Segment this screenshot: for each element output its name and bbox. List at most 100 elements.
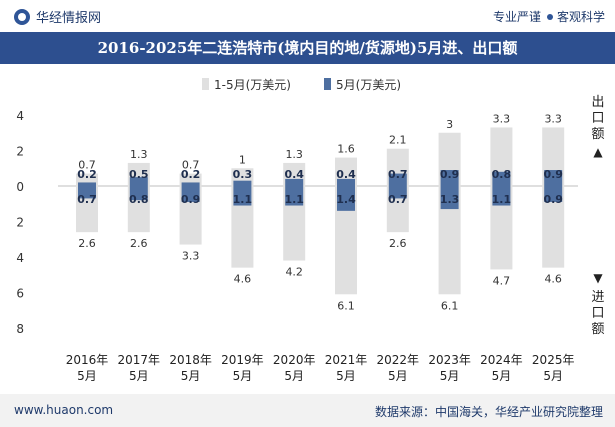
slogan: 专业严谨 客观科学	[493, 8, 605, 25]
legend-label-cumulative: 1-5月(万美元)	[214, 78, 291, 92]
bar-monthly	[388, 173, 407, 199]
label-cumulative-import: 4.6	[234, 273, 252, 286]
label-cumulative-import: 4.6	[544, 273, 562, 286]
title-bar: 2016-2025年二连浩特市(境内目的地/货源地)5月进、出口额	[0, 32, 615, 64]
label-cumulative-export: 3	[446, 118, 453, 131]
chart-title: 2016-2025年二连浩特市(境内目的地/货源地)5月进、出口额	[97, 39, 518, 57]
bar-cumulative	[438, 132, 461, 295]
label-monthly-export: 0.4	[284, 168, 304, 181]
legend-swatch-monthly	[324, 78, 331, 90]
x-tick-label-year: 2022年	[377, 353, 420, 367]
x-tick-label-month: 5月	[129, 369, 149, 383]
bars	[76, 127, 565, 295]
label-cumulative-import: 2.6	[78, 237, 96, 250]
up-arrow-icon: ▲	[593, 145, 603, 159]
label-monthly-import: 0.8	[129, 193, 149, 206]
slogan-dot-icon	[546, 14, 553, 20]
data-labels: 0.72.60.20.71.32.60.50.80.73.30.20.914.6…	[77, 112, 563, 312]
label-monthly-export: 0.5	[129, 168, 149, 181]
label-cumulative-export: 3.3	[493, 112, 511, 125]
label-cumulative-import: 2.6	[389, 237, 407, 250]
x-tick-label-year: 2017年	[118, 353, 161, 367]
x-tick-label-year: 2019年	[221, 353, 264, 367]
top-bar: 华经情报网 专业严谨 客观科学	[0, 0, 615, 30]
label-monthly-export: 0.9	[543, 168, 563, 181]
y-tick-label: 8	[16, 322, 24, 336]
footer-site: www.huaon.com	[14, 403, 114, 417]
brand: 华经情报网	[14, 7, 101, 26]
y-tick-label: 0	[16, 180, 24, 194]
x-tick-label-month: 5月	[543, 369, 563, 383]
bar-monthly	[181, 182, 200, 202]
y-tick-label: 2	[16, 145, 24, 159]
y-tick-label: 6	[16, 287, 24, 301]
bar-monthly	[78, 182, 96, 199]
label-cumulative-export: 1.3	[285, 148, 303, 161]
bar-monthly	[440, 170, 459, 210]
label-monthly-import: 1.1	[284, 193, 304, 206]
label-cumulative-export: 3.3	[544, 112, 562, 125]
label-cumulative-export: 0.7	[78, 159, 96, 172]
label-cumulative-import: 4.2	[285, 266, 303, 279]
label-monthly-import: 0.9	[543, 193, 563, 206]
x-tick-label-month: 5月	[388, 369, 408, 383]
label-monthly-export: 0.7	[388, 168, 408, 181]
x-tick-label-year: 2025年	[532, 353, 575, 367]
legend-swatch-cumulative	[202, 78, 209, 90]
label-monthly-export: 0.3	[233, 168, 253, 181]
x-tick-label-year: 2018年	[169, 353, 212, 367]
bar-monthly	[129, 177, 148, 201]
legend: 1-5月(万美元) 5月(万美元)	[202, 78, 401, 92]
y-tick-label: 4	[16, 251, 24, 265]
label-cumulative-import: 6.1	[441, 299, 459, 312]
x-tick-label-month: 5月	[440, 369, 460, 383]
x-tick-label-month: 5月	[233, 369, 253, 383]
label-monthly-export: 0.2	[181, 168, 201, 181]
x-axis: 2016年 5月 2017年 5月 2018年 5月 2019年 5月 2020年 5月 2021年…	[66, 353, 575, 383]
label-monthly-import: 0.7	[388, 193, 408, 206]
label-monthly-import: 1.3	[440, 193, 460, 206]
label-monthly-import: 0.7	[77, 193, 97, 206]
x-tick-label-month: 5月	[181, 369, 201, 383]
x-tick-label-year: 2024年	[480, 353, 523, 367]
label-monthly-export: 0.9	[440, 168, 460, 181]
slogan-right: 客观科学	[556, 10, 605, 24]
label-monthly-import: 0.9	[181, 193, 201, 206]
side-label-import-char: 额	[591, 322, 604, 337]
side-label-export-char: 口	[591, 111, 604, 126]
footer: www.huaon.com 数据来源：中国海关，华经产业研究院整理	[0, 394, 615, 427]
bar-monthly	[492, 171, 511, 206]
label-cumulative-export: 1.6	[337, 143, 355, 156]
label-cumulative-import: 3.3	[182, 250, 200, 263]
down-arrow-icon: ▼	[593, 271, 603, 285]
brand-logo-icon	[14, 8, 30, 25]
label-cumulative-export: 1.3	[130, 148, 148, 161]
side-label-export-char: 额	[591, 127, 604, 142]
x-tick-label-year: 2016年	[66, 353, 109, 367]
y-axis: 4 2 0 2 4 6 8	[16, 109, 24, 336]
y-tick-label: 4	[16, 109, 24, 123]
x-tick-label-month: 5月	[336, 369, 356, 383]
label-cumulative-export: 1	[239, 153, 246, 166]
footer-source: 数据来源：中国海关，华经产业研究院整理	[374, 405, 603, 419]
label-monthly-export: 0.4	[336, 168, 356, 181]
slogan-left: 专业严谨	[492, 10, 541, 24]
label-monthly-export: 0.2	[77, 168, 97, 181]
x-tick-label-year: 2021年	[325, 353, 368, 367]
label-monthly-import: 1.1	[233, 193, 253, 206]
x-tick-label-month: 5月	[492, 369, 512, 383]
x-tick-label-year: 2020年	[273, 353, 316, 367]
label-monthly-export: 0.8	[492, 168, 512, 181]
brand-name: 华经情报网	[36, 11, 102, 26]
x-tick-label-month: 5月	[284, 369, 304, 383]
bar-monthly	[285, 178, 304, 206]
y-tick-label: 2	[16, 216, 24, 230]
x-tick-label-year: 2023年	[428, 353, 471, 367]
side-label-export-char: 出	[591, 95, 604, 110]
label-monthly-import: 1.4	[336, 193, 356, 206]
legend-label-monthly: 5月(万美元)	[336, 78, 401, 92]
bar-monthly	[233, 180, 252, 206]
label-cumulative-import: 2.6	[130, 237, 148, 250]
side-label-import-char: 进	[591, 290, 604, 305]
bar-monthly	[337, 178, 355, 211]
